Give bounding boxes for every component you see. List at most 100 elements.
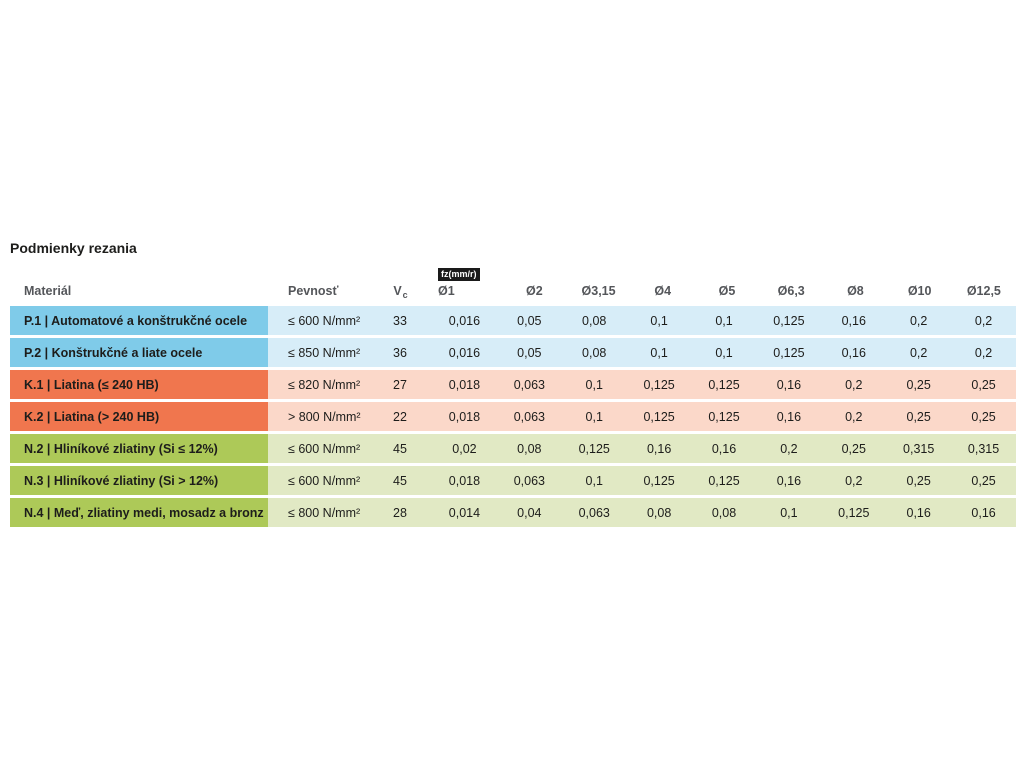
- fz-cell: 0,1: [650, 345, 668, 360]
- fz-cell: 0,08: [646, 505, 672, 520]
- column-header-diameter-6: Ø6,3: [777, 284, 805, 298]
- fz-cell: 0,25: [841, 441, 866, 456]
- material-cell: K.1 | Liatina (≤ 240 HB): [10, 370, 268, 399]
- vc-cell: 33: [393, 313, 407, 328]
- vc-cell: 28: [393, 505, 407, 520]
- fz-cell: 0,063: [513, 409, 545, 424]
- column-header-diameter-8: Ø10: [907, 284, 932, 298]
- table-row: P.1 | Automatové a konštrukčné ocele ≤ 6…: [10, 306, 1016, 335]
- column-header-strength: Pevnosť: [288, 284, 339, 298]
- fz-cell: 0,25: [906, 377, 931, 392]
- fz-cell: 0,2: [974, 313, 993, 328]
- fz-cell: 0,1: [715, 313, 733, 328]
- column-header-diameter-1: fz(mm/r) Ø1: [432, 268, 502, 298]
- fz-cell: 0,25: [971, 473, 996, 488]
- column-header-diameter-2: Ø2: [525, 284, 543, 298]
- fz-cell: 0,02: [452, 441, 477, 456]
- vc-symbol: V: [393, 284, 402, 298]
- column-header-diameter-4: Ø4: [654, 284, 672, 298]
- fz-cell: 0,1: [780, 505, 798, 520]
- fz-cell: 0,08: [582, 313, 607, 328]
- column-header-material: Materiál: [24, 284, 72, 298]
- vc-cell: 27: [393, 377, 407, 392]
- strength-cell: ≤ 600 N/mm²: [288, 313, 361, 328]
- fz-cell: 0,16: [776, 409, 802, 424]
- strength-cell: ≤ 800 N/mm²: [288, 505, 361, 520]
- fz-cell: 0,08: [711, 505, 737, 520]
- fz-cell: 0,16: [971, 505, 996, 520]
- table-row: P.2 | Konštrukčné a liate ocele ≤ 850 N/…: [10, 338, 1016, 367]
- cutting-conditions-section: Podmienky rezania Materiál Pevnosť Vc fz…: [10, 240, 1016, 530]
- fz-cell: 0,1: [585, 377, 603, 392]
- fz-cell: 0,1: [650, 313, 668, 328]
- material-cell: P.1 | Automatové a konštrukčné ocele: [10, 306, 268, 335]
- table-row: N.2 | Hliníkové zliatiny (Si ≤ 12%) ≤ 60…: [10, 434, 1016, 463]
- vc-cell: 45: [393, 441, 407, 456]
- fz-cell: 0,2: [845, 377, 863, 392]
- diameter-label: Ø1: [438, 284, 455, 298]
- fz-cell: 0,125: [643, 409, 675, 424]
- material-cell: K.2 | Liatina (> 240 HB): [10, 402, 268, 431]
- fz-cell: 0,05: [517, 345, 542, 360]
- fz-cell: 0,2: [974, 345, 993, 360]
- vc-subscript: c: [402, 290, 408, 300]
- fz-cell: 0,25: [971, 409, 996, 424]
- fz-cell: 0,2: [845, 409, 863, 424]
- material-cell: N.2 | Hliníkové zliatiny (Si ≤ 12%): [10, 434, 268, 463]
- fz-cell: 0,063: [513, 473, 545, 488]
- fz-cell: 0,1: [585, 473, 603, 488]
- fz-cell: 0,25: [971, 377, 996, 392]
- fz-cell: 0,016: [448, 313, 481, 328]
- vc-cell: 22: [393, 409, 407, 424]
- fz-cell: 0,018: [448, 377, 481, 392]
- fz-cell: 0,018: [448, 473, 481, 488]
- vc-cell: 45: [393, 473, 407, 488]
- fz-cell: 0,2: [909, 345, 928, 360]
- fz-cell: 0,2: [780, 441, 798, 456]
- table-row: K.2 | Liatina (> 240 HB) > 800 N/mm² 22 …: [10, 402, 1016, 431]
- fz-cell: 0,2: [845, 473, 863, 488]
- column-header-diameter-5: Ø5: [718, 284, 736, 298]
- table-row: N.3 | Hliníkové zliatiny (Si > 12%) ≤ 60…: [10, 466, 1016, 495]
- column-header-diameter-7: Ø8: [847, 284, 864, 298]
- fz-cell: 0,08: [517, 441, 542, 456]
- page-title: Podmienky rezania: [10, 240, 137, 256]
- fz-cell: 0,125: [578, 441, 610, 456]
- fz-cell: 0,018: [448, 409, 481, 424]
- fz-cell: 0,16: [776, 377, 802, 392]
- fz-cell: 0,16: [841, 345, 866, 360]
- material-cell: N.3 | Hliníkové zliatiny (Si > 12%): [10, 466, 268, 495]
- fz-cell: 0,315: [903, 441, 935, 456]
- fz-cell: 0,125: [773, 313, 805, 328]
- fz-cell: 0,014: [448, 505, 481, 520]
- fz-cell: 0,125: [773, 345, 805, 360]
- strength-cell: ≤ 850 N/mm²: [288, 345, 361, 360]
- fz-cell: 0,063: [513, 377, 545, 392]
- column-header-diameter-3: Ø3,15: [581, 284, 616, 298]
- fz-cell: 0,25: [906, 473, 931, 488]
- table-row: N.4 | Meď, zliatiny medi, mosadz a bronz…: [10, 498, 1016, 527]
- fz-unit-badge: fz(mm/r): [438, 268, 480, 281]
- column-header-vc: Vc: [368, 284, 432, 300]
- strength-cell: ≤ 600 N/mm²: [288, 441, 361, 456]
- fz-cell: 0,125: [643, 377, 675, 392]
- fz-cell: 0,2: [909, 313, 928, 328]
- fz-cell: 0,04: [517, 505, 542, 520]
- fz-cell: 0,063: [578, 505, 610, 520]
- fz-cell: 0,25: [906, 409, 931, 424]
- column-header-diameter-9: Ø12,5: [966, 284, 1001, 298]
- fz-cell: 0,125: [708, 473, 740, 488]
- strength-cell: > 800 N/mm²: [288, 409, 361, 424]
- fz-cell: 0,125: [708, 409, 740, 424]
- fz-cell: 0,16: [711, 441, 737, 456]
- table-row: K.1 | Liatina (≤ 240 HB) ≤ 820 N/mm² 27 …: [10, 370, 1016, 399]
- fz-cell: 0,125: [708, 377, 740, 392]
- fz-cell: 0,315: [967, 441, 1000, 456]
- fz-cell: 0,125: [643, 473, 675, 488]
- fz-cell: 0,125: [838, 505, 870, 520]
- fz-cell: 0,16: [776, 473, 802, 488]
- strength-cell: ≤ 600 N/mm²: [288, 473, 361, 488]
- fz-cell: 0,05: [517, 313, 542, 328]
- fz-cell: 0,16: [841, 313, 866, 328]
